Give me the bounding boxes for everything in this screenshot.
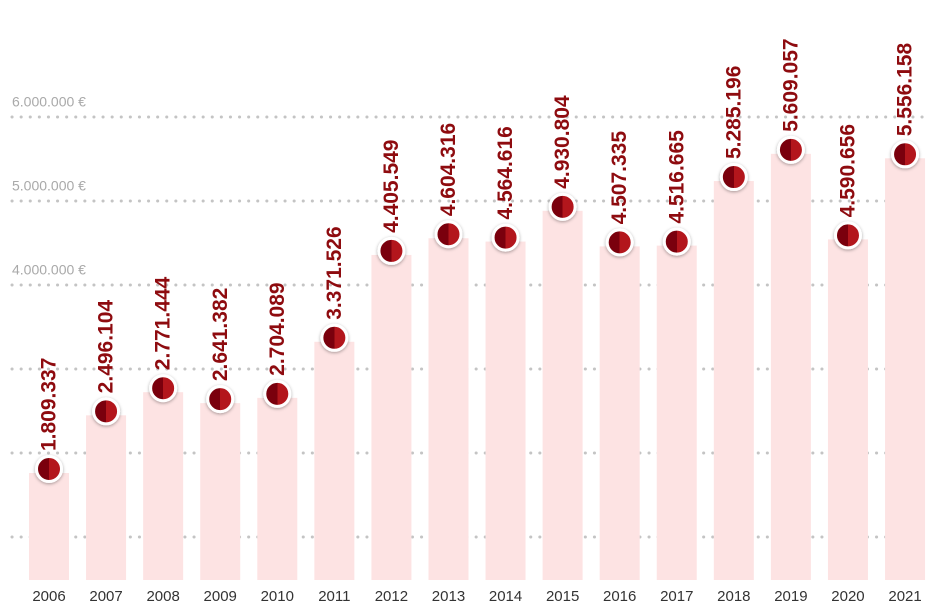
value-label: 2.704.089 (266, 282, 289, 375)
value-label: 1.809.337 (38, 358, 61, 451)
value-label: 4.604.316 (437, 123, 460, 216)
marker (434, 220, 463, 249)
bar (257, 397, 298, 580)
marker (92, 397, 121, 426)
x-tick-label: 2015 (546, 588, 579, 604)
value-label: 4.590.656 (837, 124, 860, 217)
x-tick-label: 2019 (774, 588, 807, 604)
marker (206, 385, 235, 414)
bar (371, 254, 412, 580)
x-tick-label: 2008 (146, 588, 179, 604)
value-label: 4.516.665 (665, 130, 688, 224)
bar (485, 241, 526, 581)
value-label: 4.564.616 (494, 126, 517, 219)
x-tick-label: 2014 (489, 588, 522, 604)
value-label: 5.556.158 (894, 43, 917, 137)
bars: 1.809.337 2006 2.496.104 2007 2.771.444 2008 2… (29, 38, 926, 604)
bar (86, 415, 127, 580)
x-tick-label: 2020 (831, 588, 864, 604)
x-tick-label: 2013 (432, 588, 465, 604)
marker (263, 379, 292, 408)
marker (605, 228, 634, 257)
marker (35, 455, 63, 484)
value-label: 2.641.382 (209, 288, 232, 381)
marker (548, 192, 577, 221)
x-tick-label: 2012 (375, 588, 408, 604)
marker (491, 223, 520, 252)
x-tick-label: 2011 (318, 588, 350, 604)
marker (320, 323, 349, 352)
marker (377, 236, 406, 265)
bar (143, 392, 184, 580)
bar (885, 158, 926, 580)
marker (833, 221, 862, 250)
bar (656, 245, 697, 580)
bar (29, 473, 69, 580)
value-label: 4.930.804 (551, 95, 574, 189)
bar (770, 153, 811, 580)
x-tick-label: 2017 (660, 588, 693, 604)
y-tick-label: 5.000.000 € (12, 178, 86, 194)
bar (314, 341, 355, 580)
y-tick-label: 4.000.000 € (12, 262, 86, 278)
y-tick-label: 6.000.000 € (12, 94, 86, 110)
value-label: 3.371.526 (323, 226, 346, 319)
x-tick-label: 2016 (603, 588, 636, 604)
bar (599, 246, 640, 580)
bar (827, 239, 868, 580)
bar (428, 238, 469, 580)
x-tick-label: 2021 (888, 588, 921, 604)
grid: 4.000.000 € 5.000.000 € 6.000.000 € (10, 94, 928, 539)
marker (776, 135, 805, 164)
x-tick-label: 2006 (32, 588, 65, 604)
marker (719, 163, 748, 192)
x-tick-label: 2010 (261, 588, 294, 604)
bar (713, 181, 754, 580)
value-label: 4.405.549 (380, 139, 403, 232)
marker (149, 374, 178, 403)
marker (891, 140, 920, 169)
value-label: 4.507.335 (608, 131, 631, 225)
x-tick-label: 2007 (89, 588, 122, 604)
x-tick-label: 2009 (204, 588, 237, 604)
value-label: 5.285.196 (722, 66, 745, 159)
marker (662, 227, 691, 256)
value-label: 2.496.104 (95, 300, 118, 394)
x-tick-label: 2018 (717, 588, 750, 604)
value-label: 5.609.057 (779, 38, 802, 131)
bar (200, 403, 241, 580)
value-label: 2.771.444 (152, 276, 175, 370)
bar (542, 210, 583, 581)
